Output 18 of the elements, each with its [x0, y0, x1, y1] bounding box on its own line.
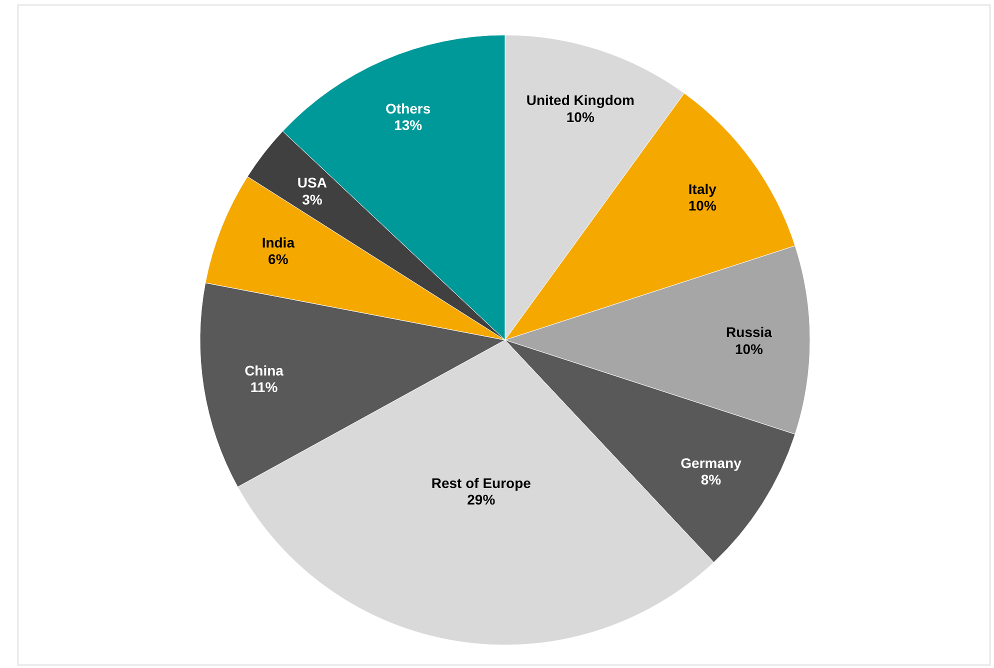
- data-label: 6%: [268, 251, 289, 268]
- slice-label: Germany: [680, 454, 742, 471]
- data-label: 8%: [700, 472, 722, 488]
- data-label: 13%: [394, 117, 423, 134]
- slice-label: Russia: [726, 324, 772, 340]
- slice-label: United Kingdom: [526, 92, 634, 108]
- data-label: 3%: [302, 191, 323, 208]
- data-label: 10%: [566, 108, 595, 125]
- data-label: 10%: [734, 341, 764, 357]
- data-label: 11%: [250, 379, 278, 396]
- slice-label: Rest of Europe: [431, 474, 532, 491]
- data-label: 10%: [688, 198, 717, 214]
- slice-label: USA: [297, 174, 327, 191]
- slice-label: India: [262, 234, 295, 250]
- slice-label: Others: [386, 100, 431, 116]
- slice-label: China: [244, 362, 284, 378]
- slice-label: Italy: [688, 180, 717, 197]
- data-label: 29%: [467, 492, 496, 508]
